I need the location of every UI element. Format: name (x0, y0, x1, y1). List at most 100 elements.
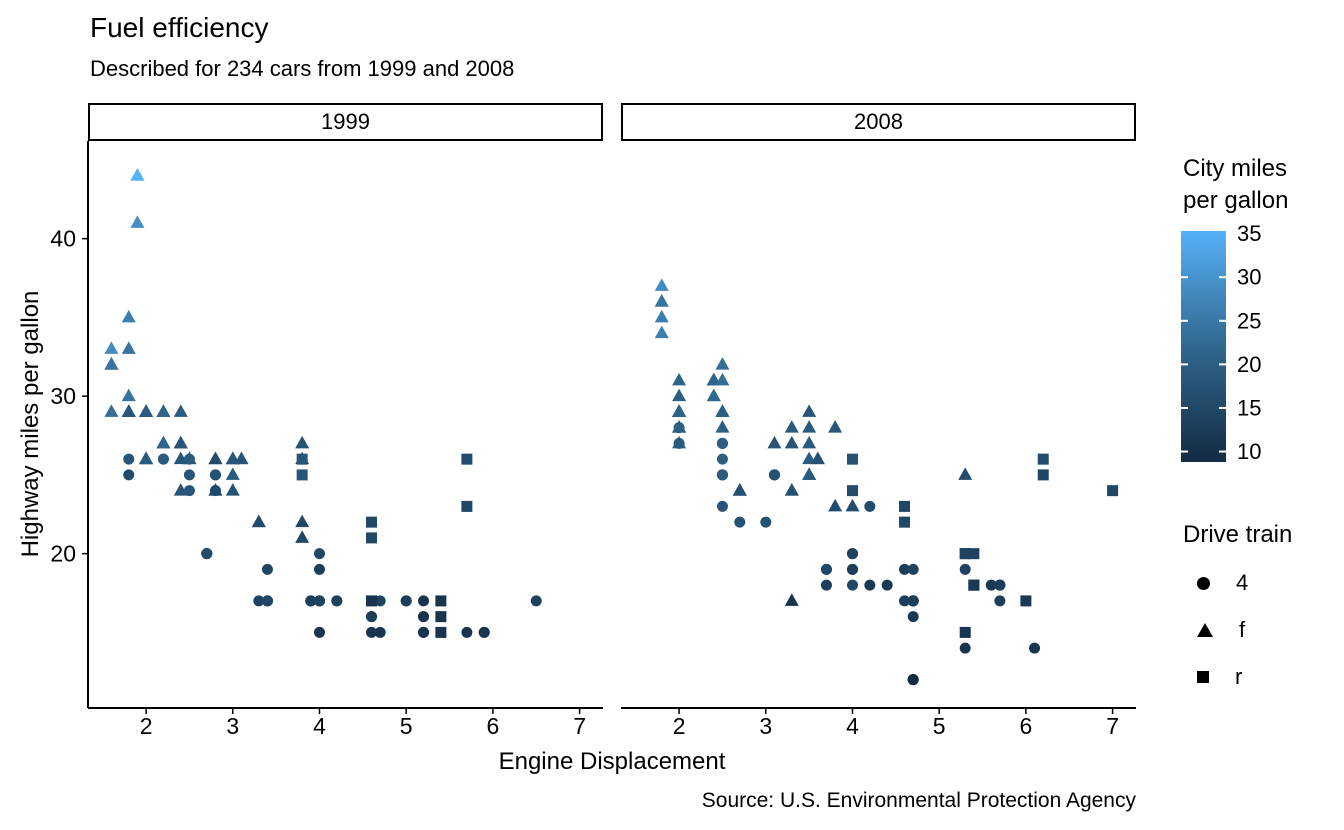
facet-label-1999: 1999 (321, 109, 370, 134)
data-point (845, 498, 860, 512)
y-axis-title: Highway miles per gallon (17, 290, 44, 558)
data-point (225, 483, 240, 496)
data-point (121, 388, 136, 402)
data-point (994, 579, 1006, 591)
data-point (261, 563, 273, 575)
y-axis: 20 30 40 (50, 141, 89, 708)
data-point (968, 548, 980, 560)
color-legend-tick-label: 25 (1237, 308, 1261, 333)
data-point (672, 404, 687, 417)
data-point (716, 453, 728, 465)
data-point (899, 516, 911, 528)
data-point (123, 453, 135, 465)
data-point (374, 626, 386, 638)
color-legend-title: City miles per gallon (1183, 155, 1289, 214)
data-point (673, 437, 685, 449)
data-point (784, 593, 799, 606)
data-point (261, 595, 273, 607)
y-tick-label: 40 (50, 226, 76, 252)
color-legend-tick-label: 10 (1237, 439, 1261, 464)
x-tick-label: 7 (573, 713, 586, 739)
data-point (366, 516, 378, 528)
data-point (1107, 485, 1119, 497)
data-point (846, 453, 858, 465)
chart-subtitle: Described for 234 cars from 1999 and 200… (90, 56, 515, 81)
y-tick-label: 30 (50, 383, 76, 409)
data-point (104, 341, 119, 354)
data-point (716, 437, 728, 449)
data-point (784, 483, 799, 496)
data-point (418, 595, 430, 607)
data-point (183, 469, 195, 481)
data-point (435, 626, 447, 638)
data-point (156, 404, 171, 417)
data-point (994, 595, 1006, 607)
data-point (418, 626, 430, 638)
data-point (760, 516, 772, 528)
data-point (907, 595, 919, 607)
data-point (715, 357, 730, 370)
data-point (820, 579, 832, 591)
data-point (899, 500, 911, 512)
facet-strip-1999: 1999 (88, 103, 603, 141)
data-point (305, 595, 317, 607)
data-point (864, 500, 876, 512)
x-tick-label: 6 (486, 713, 499, 739)
panel-2008: 2 3 4 5 6 7 (621, 278, 1136, 739)
x-tick-label: 6 (1019, 713, 1032, 739)
x-tick-label: 2 (140, 713, 153, 739)
data-point (121, 341, 136, 354)
data-point (706, 388, 721, 402)
x-tick-label: 3 (759, 713, 772, 739)
data-point (846, 579, 858, 591)
data-point (907, 674, 919, 686)
y-tick-label: 20 (50, 541, 76, 567)
data-point (435, 595, 447, 607)
data-point (715, 404, 730, 417)
data-point (234, 451, 249, 465)
data-point (985, 579, 997, 591)
data-point (251, 514, 266, 528)
data-point (959, 626, 971, 638)
triangle-marker-icon (1197, 623, 1213, 637)
data-point (654, 325, 669, 339)
data-point (654, 294, 669, 307)
data-point (1037, 453, 1049, 465)
data-point (732, 483, 747, 496)
data-point (366, 611, 378, 623)
data-point (768, 469, 780, 481)
data-point (907, 563, 919, 575)
data-point (296, 453, 308, 465)
legend-item-drive-f: f (1197, 617, 1245, 642)
data-point (331, 595, 343, 607)
data-point (846, 548, 858, 560)
data-point (313, 563, 325, 575)
data-point (1020, 595, 1032, 607)
data-point (672, 372, 687, 386)
circle-marker-icon (1197, 576, 1210, 590)
data-point (959, 563, 971, 575)
data-point (123, 469, 135, 481)
data-point (828, 498, 843, 512)
data-point (313, 548, 325, 560)
data-point (104, 404, 119, 417)
data-point (183, 485, 195, 497)
data-point (715, 372, 730, 386)
data-point (968, 579, 980, 591)
data-point (716, 500, 728, 512)
data-point (734, 516, 746, 528)
facet-label-2008: 2008 (854, 109, 903, 134)
data-point (899, 563, 911, 575)
data-point (530, 595, 542, 607)
data-point (295, 514, 310, 528)
legend-item-drive-r: r (1197, 664, 1242, 689)
data-point (784, 435, 799, 449)
data-point (958, 467, 973, 480)
data-point (295, 435, 310, 449)
data-point (121, 404, 136, 417)
x-tick-label: 3 (226, 713, 239, 739)
color-legend-tick-label: 15 (1237, 395, 1261, 420)
x-tick-label: 5 (400, 713, 413, 739)
